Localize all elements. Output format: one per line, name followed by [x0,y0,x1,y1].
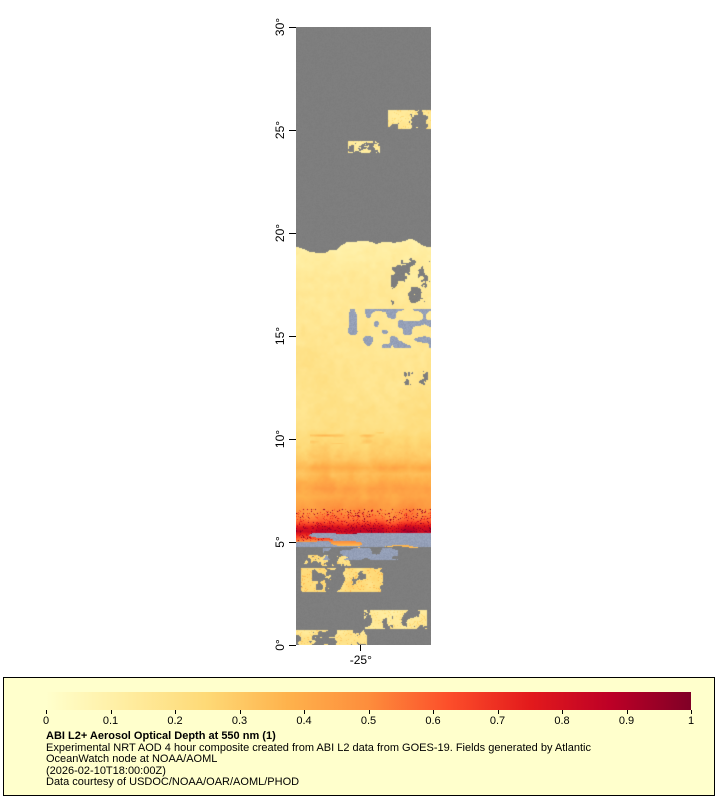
y-axis-tick [289,232,296,234]
colorbar-tick-label: 1 [687,715,695,727]
colorbar-tick [626,710,628,714]
colorbar-tick-label: 0.8 [554,715,570,727]
y-axis-tick-label: 25° [273,120,287,140]
colorbar-tick [175,710,176,714]
colorbar-tick-label: 0 [42,715,50,727]
y-axis-tick-label: 10° [273,429,287,449]
y-axis-tick-label: 20° [273,223,287,243]
colorbar-tick-label: 0.9 [618,715,635,727]
legend-text-block: ABI L2+ Aerosol Optical Depth at 550 nm … [46,730,591,789]
y-axis-tick [289,438,296,440]
colorbar-tick-label: 0.2 [167,715,183,727]
x-axis-tick-label: -25° [349,653,372,667]
y-axis-tick [289,541,296,543]
y-axis-tick [289,26,296,28]
y-axis-tick-label: 0° [273,639,287,651]
legend-timestamp: (2026-02-10T18:00:00Z) [46,764,166,777]
aod-map-canvas [296,27,431,645]
colorbar-tick [562,710,563,714]
colorbar-ticks: 0 0.1 0.2 0.3 0.4 0.5 0.6 0.7 0.8 0.9 1 [4,678,714,795]
legend-panel: 0 0.1 0.2 0.3 0.4 0.5 0.6 0.7 0.8 0.9 1 ABI L2+ Ae… [3,677,715,796]
y-axis-tick [289,335,296,337]
x-axis-tick [360,645,362,651]
legend-courtesy: Data courtesy of USDOC/NOAA/OAR/AOML/PHO… [46,776,300,789]
colorbar-tick [110,710,112,714]
y-axis-tick-label: 30° [273,17,287,37]
y-axis-tick [289,129,296,131]
colorbar-tick-label: 0.1 [102,715,119,727]
colorbar-tick-label: 0.7 [489,715,506,727]
colorbar-tick [497,710,499,714]
colorbar-tick-label: 0.5 [360,715,377,727]
y-axis-tick-label: 5° [273,536,287,548]
y-axis-tick-label: 15° [273,326,287,346]
y-axis-tick [289,644,296,646]
colorbar-tick [46,710,47,714]
colorbar-tick [691,710,692,714]
colorbar-tick-label: 0.4 [296,715,312,727]
colorbar-tick [239,710,241,714]
legend-title: ABI L2+ Aerosol Optical Depth at 550 nm … [46,730,276,742]
colorbar-tick [433,710,434,714]
colorbar-tick-label: 0.6 [425,715,441,727]
legend-description-line-1: Experimental NRT AOD 4 hour composite cr… [46,741,591,754]
legend-description-line-2: OceanWatch node at NOAA/AOML [46,753,218,766]
colorbar-tick-label: 0.3 [231,715,248,727]
colorbar-tick [368,710,370,714]
colorbar-gradient [46,692,691,710]
colorbar-tick [304,710,305,714]
